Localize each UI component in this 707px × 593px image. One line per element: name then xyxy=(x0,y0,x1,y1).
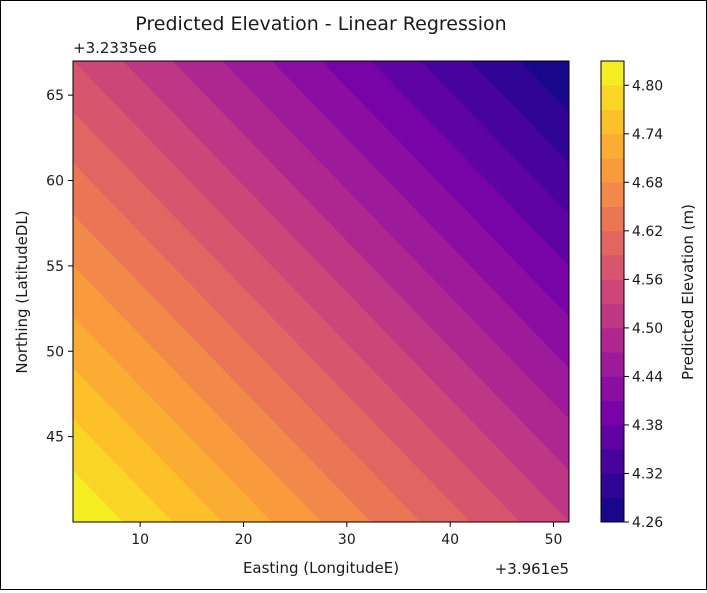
colorbar-tick-label: 4.50 xyxy=(632,321,663,337)
colorbar: 4.26 4.32 4.38 4.44 4.50 4.56 4.62 4.68 4.74 4.80 xyxy=(600,60,663,531)
x-tick-label: 20 xyxy=(235,532,253,548)
colorbar-tick-label: 4.26 xyxy=(632,515,663,531)
y-tick-label: 45 xyxy=(46,430,64,446)
x-tick-label: 50 xyxy=(545,532,563,548)
x-offset-label: +3.961e5 xyxy=(495,560,569,578)
colorbar-tick-label: 4.32 xyxy=(632,466,663,482)
y-tick-label: 65 xyxy=(46,88,64,104)
colorbar-tick-label: 4.80 xyxy=(632,78,663,94)
colorbar-segment xyxy=(601,424,624,450)
colorbar-tick-label: 4.38 xyxy=(632,418,663,434)
x-tick-label: 40 xyxy=(441,532,459,548)
x-axis-label: Easting (LongitudeE) xyxy=(243,559,399,577)
colorbar-segment xyxy=(601,497,624,523)
plot-frame xyxy=(72,60,570,523)
colorbar-segment xyxy=(601,255,624,280)
colorbar-segment xyxy=(601,61,624,86)
colorbar-segment xyxy=(601,449,624,474)
x-tick-label: 10 xyxy=(131,532,149,548)
colorbar-segment xyxy=(601,158,624,183)
y-offset-label: +3.2335e6 xyxy=(73,39,157,57)
colorbar-tick-label: 4.44 xyxy=(632,369,663,385)
colorbar-tick-label: 4.68 xyxy=(632,175,663,191)
contour-band xyxy=(73,470,124,522)
colorbar-segment xyxy=(601,303,624,329)
y-axis: 45 50 55 60 65 xyxy=(46,88,73,446)
colorbar-segment xyxy=(601,230,624,256)
colorbar-segment xyxy=(601,400,624,426)
colorbar-tick-label: 4.56 xyxy=(632,272,663,288)
colorbar-label: Predicted Elevation (m) xyxy=(679,204,697,380)
colorbar-segment xyxy=(601,376,624,402)
colorbar-segment xyxy=(601,133,624,159)
colorbar-segment xyxy=(601,206,624,232)
x-axis: 10 20 30 40 50 xyxy=(131,522,562,548)
colorbar-segment xyxy=(601,352,624,377)
colorbar-tick-label: 4.62 xyxy=(632,224,663,240)
colorbar-segment xyxy=(601,182,624,207)
y-tick-label: 50 xyxy=(46,344,64,360)
y-axis-label: Northing (LatitudeDL) xyxy=(13,210,31,373)
colorbar-tick-label: 4.74 xyxy=(632,127,663,143)
chart-title: Predicted Elevation - Linear Regression xyxy=(135,13,506,35)
y-tick-label: 60 xyxy=(46,174,64,190)
colorbar-segment xyxy=(601,109,624,135)
colorbar-segment xyxy=(601,279,624,305)
colorbar-segment xyxy=(601,327,624,353)
contour-fill xyxy=(73,61,569,522)
x-tick-label: 30 xyxy=(338,532,356,548)
colorbar-frame xyxy=(600,60,625,523)
colorbar-segment xyxy=(601,473,624,499)
y-tick-label: 55 xyxy=(46,259,64,275)
colorbar-segment xyxy=(601,85,624,110)
